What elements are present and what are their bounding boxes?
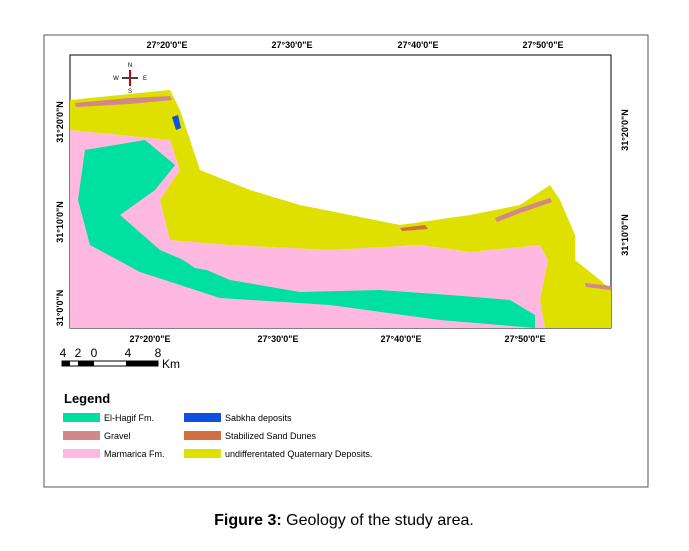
bottom-label: 27°30'0"E xyxy=(257,334,298,344)
legend: Legend El-Hagif Fm. Gravel Marmarica Fm.… xyxy=(63,391,372,459)
scale-tick: 0 xyxy=(91,346,98,360)
scale-tick: 2 xyxy=(75,346,82,360)
scale-tick: 4 xyxy=(125,346,132,360)
left-label: 31°10'0"N xyxy=(55,201,65,243)
quaternary-area xyxy=(70,90,611,328)
right-label: 31°10'0"N xyxy=(620,214,630,256)
caption-text: Geology of the study area. xyxy=(282,512,474,529)
legend-item: Marmarica Fm. xyxy=(104,449,165,459)
legend-item: Gravel xyxy=(104,431,131,441)
top-label: 27°30'0"E xyxy=(271,40,312,50)
compass-s: S xyxy=(128,89,132,95)
scale-bar: 4 2 0 4 8 Km xyxy=(60,346,180,371)
bottom-label: 27°20'0"E xyxy=(129,334,170,344)
caption: Figure 3: Geology of the study area. xyxy=(214,512,474,529)
top-label: 27°50'0"E xyxy=(522,40,563,50)
left-label: 31°20'0"N xyxy=(55,101,65,143)
gravel-strip xyxy=(75,96,172,107)
bottom-label: 27°50'0"E xyxy=(504,334,545,344)
compass-n: N xyxy=(128,63,132,69)
caption-label: Figure 3: xyxy=(214,512,282,529)
right-label: 31°20'0"N xyxy=(620,109,630,151)
map: N S W E xyxy=(69,54,612,329)
top-label: 27°40'0"E xyxy=(397,40,438,50)
gravel-strip xyxy=(585,283,611,290)
compass-w: W xyxy=(113,76,119,82)
legend-item: Sabkha deposits xyxy=(225,413,292,423)
scale-tick: 4 xyxy=(60,346,67,360)
top-label: 27°20'0"E xyxy=(146,40,187,50)
compass: N S W E xyxy=(113,63,147,95)
left-label: 31°0'0"N xyxy=(55,290,65,327)
gravel-strip xyxy=(495,198,552,222)
sabkha-patch xyxy=(172,115,181,130)
marmarica-lens xyxy=(180,258,360,282)
legend-title: Legend xyxy=(64,391,110,406)
compass-e: E xyxy=(143,76,147,82)
dune-strip xyxy=(400,225,428,231)
el-hagif-area xyxy=(78,140,535,328)
scale-tick: 8 xyxy=(155,346,162,360)
scale-unit: Km xyxy=(162,357,180,371)
legend-item: Stabilized Sand Dunes xyxy=(225,431,317,441)
legend-item: undifferentated Quaternary Deposits. xyxy=(225,449,372,459)
legend-item: El-Hagif Fm. xyxy=(104,413,154,423)
bottom-label: 27°40'0"E xyxy=(380,334,421,344)
